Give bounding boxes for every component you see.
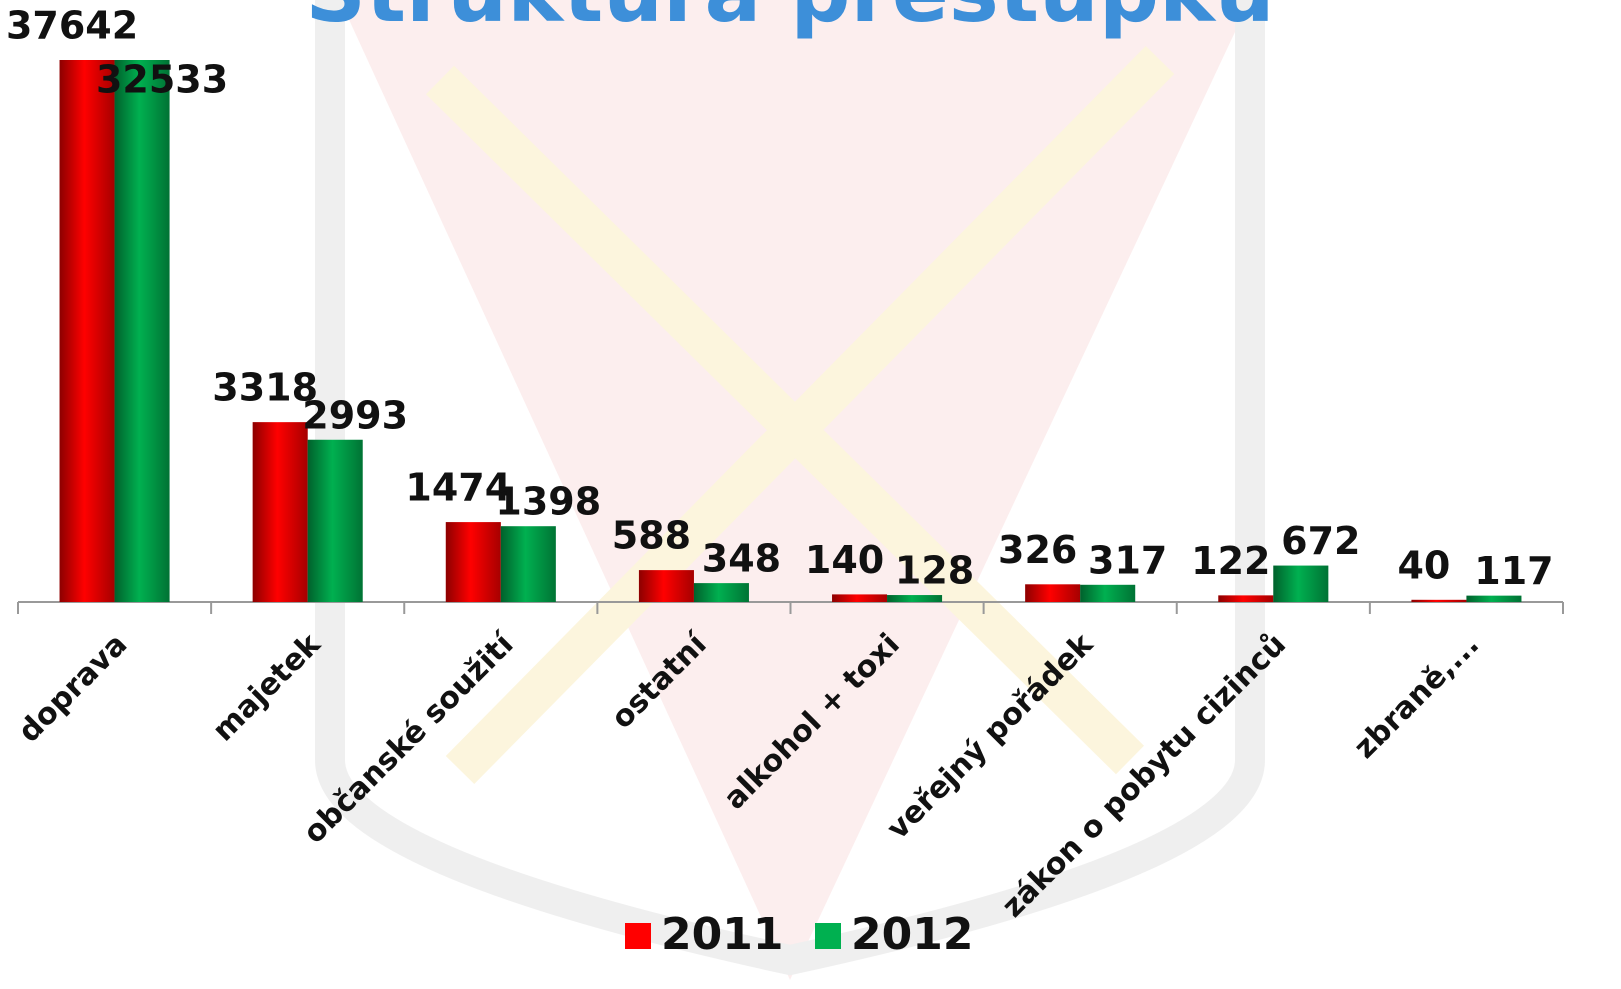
bar-shade (114, 60, 170, 602)
value-label: 588 (612, 514, 691, 558)
value-label: 348 (702, 537, 781, 581)
bar-shade (1218, 595, 1274, 602)
bar-shade (887, 595, 943, 602)
bar-shade (693, 583, 749, 602)
bar-shade (832, 594, 888, 602)
x-tick-label: majetek (206, 626, 328, 748)
bar-shade (1273, 565, 1329, 602)
legend-swatch (625, 923, 651, 949)
value-label: 672 (1281, 519, 1360, 563)
legend-swatch (815, 923, 841, 949)
value-label: 1474 (405, 466, 511, 510)
value-label: 32533 (96, 58, 228, 102)
value-label: 140 (805, 538, 884, 582)
value-label: 1398 (495, 480, 601, 524)
legend-label: 2012 (851, 909, 973, 960)
bar-shade (445, 522, 501, 602)
x-tick-label: doprava (12, 627, 135, 750)
bar-shade (1025, 584, 1081, 602)
bar-shade (500, 526, 556, 602)
bar-shade (307, 439, 363, 602)
value-label: 128 (895, 549, 974, 593)
value-label: 117 (1474, 549, 1553, 593)
bar-shade (1080, 584, 1136, 602)
bar-shade (1466, 595, 1522, 602)
legend-label: 2011 (661, 909, 783, 960)
background-emblem (315, 0, 1265, 980)
bar-shade (59, 60, 115, 602)
value-label: 317 (1088, 538, 1167, 582)
value-label: 326 (998, 528, 1077, 572)
bar-shade (1411, 599, 1467, 602)
bar-shade (638, 570, 694, 602)
chart-title: Struktura přestupků (305, 0, 1274, 41)
value-label: 3318 (212, 366, 318, 410)
bar-shade (252, 422, 308, 602)
value-label: 40 (1397, 543, 1450, 587)
value-label: 122 (1191, 539, 1270, 583)
x-tick-label: zbraně,... (1347, 627, 1486, 766)
value-label: 37642 (6, 4, 138, 48)
value-label: 2993 (302, 393, 408, 437)
